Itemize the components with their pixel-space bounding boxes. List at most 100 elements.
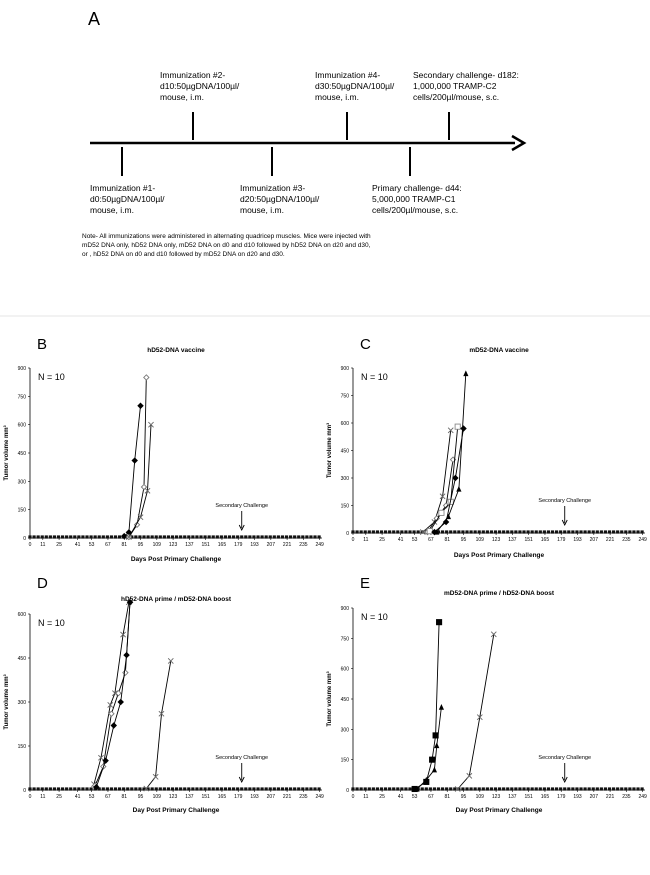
- secondary-challenge-annotation: Secondary Challenge: [538, 498, 591, 504]
- x-tick-label: 123: [169, 794, 178, 800]
- baseline-marker: [264, 535, 268, 539]
- baseline-marker: [624, 787, 628, 791]
- data-point: [434, 742, 440, 749]
- baseline-marker: [453, 787, 457, 791]
- y-tick-label: 450: [341, 449, 350, 455]
- baseline-marker: [514, 787, 518, 791]
- data-point: [108, 710, 115, 717]
- baseline-marker: [412, 530, 416, 534]
- data-point: [107, 702, 114, 708]
- baseline-marker: [134, 535, 138, 539]
- x-tick-label: 249: [316, 794, 325, 800]
- baseline-marker: [56, 787, 61, 791]
- baseline-marker: [101, 535, 105, 539]
- series-line: [128, 424, 152, 538]
- baseline-marker: [264, 787, 268, 791]
- baseline-marker: [632, 787, 636, 791]
- baseline-marker: [461, 787, 465, 791]
- baseline-marker: [449, 787, 453, 791]
- data-point: [414, 785, 420, 792]
- baseline-marker: [268, 787, 272, 791]
- y-tick-label: 750: [18, 394, 27, 400]
- data-point: [445, 513, 451, 520]
- baseline-marker: [575, 530, 579, 534]
- baseline-marker: [244, 787, 248, 791]
- data-point: [419, 529, 426, 536]
- baseline-marker: [170, 535, 175, 539]
- baseline-marker: [244, 535, 248, 539]
- series-2: [414, 703, 445, 792]
- baseline-marker: [183, 535, 187, 539]
- baseline-marker: [117, 787, 122, 791]
- baseline-marker: [534, 787, 538, 791]
- x-tick-label: 207: [590, 794, 599, 800]
- y-tick-label: 600: [18, 423, 27, 429]
- baseline-marker: [587, 530, 591, 534]
- x-tick-label: 25: [56, 542, 62, 548]
- series-line: [422, 430, 452, 533]
- x-tick-label: 221: [283, 794, 292, 800]
- baseline-marker: [158, 535, 162, 539]
- sample-size-label: N = 10: [38, 372, 65, 382]
- y-axis-label: Tumor volume mm³: [326, 423, 333, 478]
- baseline-marker: [449, 530, 453, 534]
- y-tick-label: 150: [18, 744, 27, 750]
- chart-title: hD52-DNA vaccine: [147, 347, 205, 354]
- baseline-marker: [371, 530, 375, 534]
- baseline-marker: [223, 535, 228, 539]
- data-point: [123, 651, 130, 659]
- data-point: [133, 521, 141, 529]
- x-tick-label: 11: [363, 537, 368, 543]
- x-tick-label: 249: [316, 542, 325, 548]
- baseline-marker: [122, 787, 126, 791]
- data-point: [429, 756, 436, 763]
- baseline-marker: [611, 787, 616, 791]
- baseline-marker: [571, 530, 575, 534]
- series-line: [93, 602, 130, 785]
- baseline-marker: [97, 535, 101, 539]
- baseline-marker: [227, 535, 232, 539]
- baseline-marker: [445, 787, 449, 791]
- baseline-marker: [388, 530, 392, 534]
- baseline-marker: [510, 787, 514, 791]
- panel-letter: C: [360, 336, 371, 353]
- baseline-marker: [432, 787, 437, 791]
- x-tick-label: 109: [476, 537, 485, 543]
- x-tick-label: 179: [234, 794, 243, 800]
- chart-title: mD52-DNA vaccine: [469, 347, 529, 354]
- baseline-marker: [599, 787, 603, 791]
- baseline-marker: [284, 535, 289, 539]
- x-tick-label: 109: [153, 794, 162, 800]
- baseline-marker: [89, 787, 93, 791]
- y-tick-label: 450: [18, 451, 27, 457]
- baseline-marker: [211, 787, 215, 791]
- baseline-marker: [579, 787, 583, 791]
- baseline-marker: [554, 530, 559, 534]
- baseline-marker: [375, 787, 380, 791]
- baseline-marker: [436, 787, 441, 791]
- baseline-marker: [130, 787, 134, 791]
- baseline-marker: [305, 535, 309, 539]
- baseline-marker: [60, 535, 65, 539]
- baseline-marker: [260, 787, 264, 791]
- baseline-marker: [493, 530, 498, 534]
- x-tick-label: 53: [89, 542, 95, 548]
- baseline-marker: [388, 787, 392, 791]
- x-tick-label: 95: [461, 537, 467, 543]
- baseline-marker: [69, 535, 73, 539]
- baseline-marker: [518, 787, 522, 791]
- x-tick-label: 53: [412, 537, 418, 543]
- y-tick-label: 150: [341, 758, 350, 764]
- baseline-marker: [77, 787, 81, 791]
- x-tick-label: 67: [428, 794, 434, 800]
- baseline-marker: [288, 535, 293, 539]
- baseline-marker: [211, 535, 215, 539]
- baseline-marker: [146, 787, 150, 791]
- baseline-marker: [272, 787, 276, 791]
- data-point: [117, 698, 124, 706]
- x-tick-label: 193: [250, 794, 259, 800]
- series-line: [429, 426, 459, 532]
- baseline-marker: [579, 530, 583, 534]
- baseline-marker: [150, 787, 154, 791]
- x-tick-label: 137: [185, 794, 194, 800]
